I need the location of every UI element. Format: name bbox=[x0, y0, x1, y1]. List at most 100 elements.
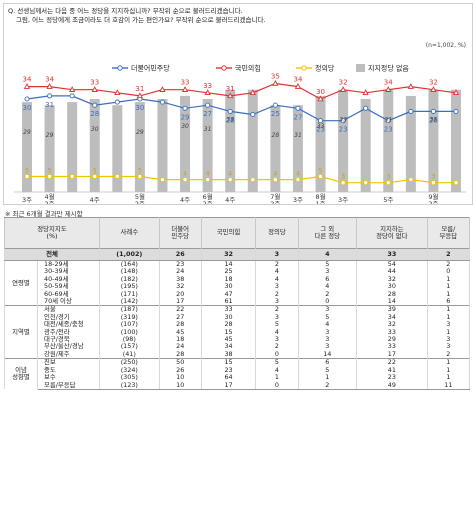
table-cell: 0 bbox=[255, 350, 299, 359]
point-국민의힘 bbox=[407, 83, 415, 89]
point-정의당 bbox=[340, 180, 346, 186]
table-cell: (1,002) bbox=[99, 248, 160, 261]
table-cell: 5 bbox=[255, 320, 299, 329]
table-cell: 26 bbox=[158, 248, 202, 261]
table-cell: 3 bbox=[255, 248, 299, 261]
table-cell: 1 bbox=[426, 282, 471, 291]
table-cell: 1 bbox=[426, 290, 471, 299]
point-정의당 bbox=[385, 180, 391, 186]
data-label-no-party: 33 bbox=[226, 117, 234, 124]
table-row: 부산/울산/경남 (157) 24 34 2 3 33 3 bbox=[5, 343, 471, 351]
table-cell: 49 bbox=[356, 381, 428, 390]
table-cell: 45 bbox=[158, 328, 202, 337]
legend-marker-1 bbox=[221, 65, 227, 71]
line-더불어민주당 bbox=[26, 95, 456, 122]
sample-size-note: (n=1,002, %) bbox=[425, 42, 466, 49]
table-cell: 2 bbox=[255, 305, 299, 314]
table-cell: 3 bbox=[255, 335, 299, 344]
table-cell: 27 bbox=[158, 313, 202, 322]
row-label: 60-69세 bbox=[37, 290, 100, 299]
point-국민의힘 bbox=[385, 86, 392, 92]
point-국민의힘 bbox=[452, 89, 460, 96]
table-row: 70세 이상 (142) 17 61 3 0 14 6 bbox=[5, 297, 471, 306]
point-더불어민주당 bbox=[453, 108, 459, 114]
table-cell: 2 bbox=[426, 248, 471, 261]
point-더불어민주당 bbox=[114, 99, 120, 105]
table-cell: 11 bbox=[426, 381, 471, 390]
question-line-2: 그럼, 어느 정당에게 조금이라도 더 호감이 가는 편인가요? 무작위 순으로… bbox=[16, 16, 266, 24]
table-cell: 3 bbox=[255, 282, 299, 291]
point-국민의힘 bbox=[136, 92, 144, 99]
x-tick-label: 4주 bbox=[90, 196, 100, 204]
group-label: 지역별 bbox=[4, 305, 38, 359]
table-row: 대구/경북 (98) 18 45 3 3 29 3 bbox=[5, 335, 471, 344]
row-label: 40-49세 bbox=[37, 275, 100, 284]
data-label-justice: 3 bbox=[386, 174, 390, 181]
crosstab-table: 정당지지도 (%) 사례수 더불어 민주당 국민의힘 정의당 그 외 다른 정당 지지하는 정당이 … bbox=[4, 217, 471, 390]
x-tick-label: 2주 bbox=[135, 200, 145, 204]
point-국민의힘 bbox=[159, 86, 166, 92]
table-cell: 1 bbox=[426, 366, 471, 375]
bar-no-party bbox=[270, 105, 281, 192]
bar-no-party bbox=[405, 95, 416, 192]
row-label: 서울 bbox=[37, 305, 100, 314]
table-cell: 1 bbox=[426, 328, 471, 337]
data-label-국민의힘: 31 bbox=[226, 85, 235, 93]
data-label-더불어민주당: 29 bbox=[181, 113, 190, 121]
x-tick-label: 4주 bbox=[225, 196, 235, 204]
data-label-국민의힘: 33 bbox=[203, 82, 212, 90]
point-더불어민주당 bbox=[182, 105, 188, 111]
table-cell: 3 bbox=[255, 313, 299, 322]
point-국민의힘 bbox=[114, 89, 121, 96]
table-cell: 24 bbox=[158, 343, 202, 351]
data-label-국민의힘: 34 bbox=[384, 79, 393, 87]
bar-no-party bbox=[451, 89, 461, 192]
table-cell: 1 bbox=[426, 313, 471, 322]
point-더불어민주당 bbox=[385, 118, 391, 124]
point-정의당 bbox=[430, 180, 436, 186]
data-label-국민의힘: 31 bbox=[135, 85, 144, 93]
table-cell: 10 bbox=[158, 373, 202, 382]
point-더불어민주당 bbox=[205, 102, 211, 108]
bar-no-party bbox=[247, 89, 258, 192]
table-row: 지역별 서울 (187) 22 33 2 3 39 1 bbox=[4, 305, 471, 359]
row-label: 보수 bbox=[37, 373, 100, 382]
x-tick-label: 9월 bbox=[428, 192, 438, 201]
row-label: 강원/제주 bbox=[37, 350, 100, 359]
point-국민의힘 bbox=[46, 83, 53, 89]
table-cell: 2 bbox=[255, 343, 299, 351]
point-더불어민주당 bbox=[363, 105, 369, 111]
x-tick-label: 4월 bbox=[45, 192, 55, 201]
point-정의당 bbox=[137, 173, 143, 180]
point-더불어민주당 bbox=[295, 105, 301, 111]
table-cell: 4 bbox=[255, 275, 299, 284]
data-label-no-party: 33 bbox=[430, 117, 438, 124]
table-cell: 33 bbox=[356, 248, 428, 261]
row-label: 광주/전라 bbox=[37, 328, 100, 337]
table-cell: 18 bbox=[158, 335, 202, 344]
table-cell: 1 bbox=[255, 373, 299, 382]
data-label-더불어민주당: 28 bbox=[226, 116, 235, 124]
point-정의당 bbox=[92, 173, 98, 180]
column-header: 그 외 다른 정당 bbox=[297, 217, 358, 249]
table-cell: 3 bbox=[426, 320, 471, 329]
table-cell: 3 bbox=[426, 343, 471, 351]
point-정의당 bbox=[408, 177, 414, 183]
data-label-justice: 3 bbox=[341, 174, 345, 181]
group-label: 이념 성향별 bbox=[4, 358, 38, 390]
point-정의당 bbox=[24, 173, 30, 180]
table-row: 50-59세 (195) 32 30 3 4 30 1 bbox=[5, 282, 471, 291]
x-tick-label: 3주 bbox=[22, 196, 32, 204]
point-더불어민주당 bbox=[227, 108, 233, 114]
table-row: 40-49세 (182) 38 18 4 6 32 1 bbox=[5, 275, 471, 284]
table-cell: 4 bbox=[255, 366, 299, 375]
legend-marker-0 bbox=[117, 65, 123, 71]
table-row: 광주/전라 (100) 45 15 4 3 33 1 bbox=[5, 328, 471, 337]
bar-no-party bbox=[225, 89, 236, 192]
data-label-justice: 4 bbox=[206, 171, 210, 178]
data-label-justice: 5 bbox=[319, 168, 323, 175]
data-label-국민의힘: 34 bbox=[23, 76, 32, 84]
trend-chart: 더불어민주당 국민의힘 정의당 지지정당 없음 30 31 28 30 29 27 28 25 27 23… bbox=[14, 64, 466, 204]
question-line-1: Q. 선생님께서는 다음 중 어느 정당을 지지하십니까? 무작위 순으로 불러… bbox=[8, 7, 243, 15]
table-cell: 22 bbox=[158, 305, 202, 314]
